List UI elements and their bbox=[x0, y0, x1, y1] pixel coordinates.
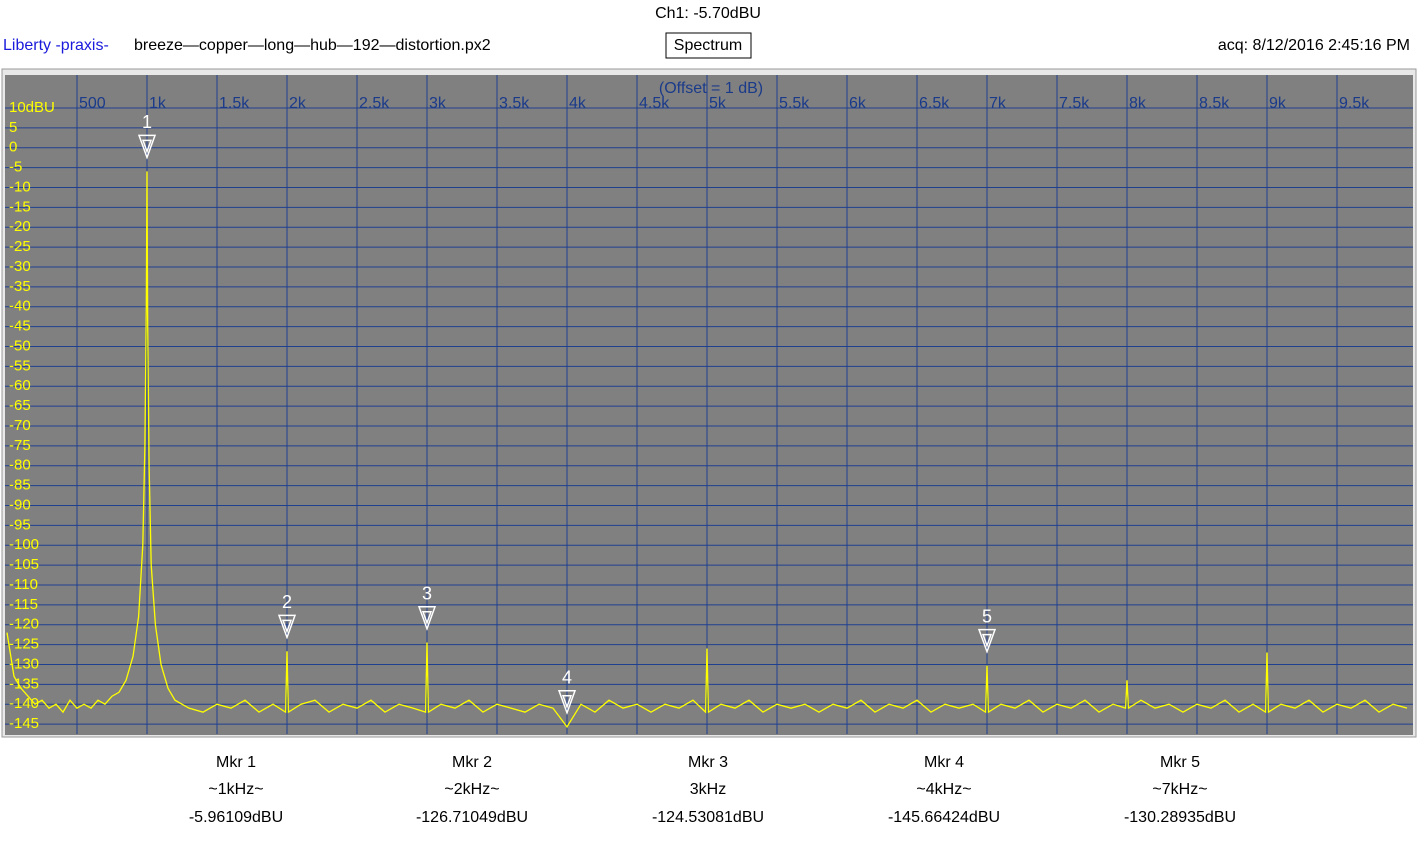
y-tick-label: 5 bbox=[9, 119, 17, 136]
x-tick-label: 7k bbox=[989, 95, 1007, 112]
y-tick-label: -50 bbox=[9, 337, 31, 354]
spectrum-trace bbox=[6, 171, 1408, 728]
y-tick-label: -115 bbox=[9, 596, 38, 613]
y-tick-label: -145 bbox=[9, 715, 39, 732]
file-name: breeze—copper—long—hub—192—distortion.px… bbox=[134, 37, 491, 54]
view-label: Spectrum bbox=[674, 37, 742, 54]
y-tick-label: -100 bbox=[9, 536, 39, 553]
marker-name: Mkr 4 bbox=[924, 754, 964, 771]
marker-value: -145.66424dBU bbox=[888, 809, 1000, 826]
marker-value: -130.28935dBU bbox=[1124, 809, 1236, 826]
y-tick-label: -60 bbox=[9, 377, 31, 394]
marker-frequency: 3kHz bbox=[690, 781, 726, 798]
x-tick-label: 5k bbox=[709, 95, 727, 112]
marker-frequency: ~1kHz~ bbox=[208, 781, 263, 798]
y-tick-label: -110 bbox=[9, 576, 38, 593]
y-tick-label: -15 bbox=[9, 198, 31, 215]
y-tick-label: -135 bbox=[9, 675, 39, 692]
y-tick-label: 10dBU bbox=[9, 99, 55, 116]
y-tick-label: -90 bbox=[9, 496, 31, 513]
marker bbox=[977, 628, 997, 654]
y-tick-label: -85 bbox=[9, 477, 31, 494]
x-tick-label: 1.5k bbox=[219, 95, 250, 112]
y-tick-label: 0 bbox=[9, 139, 17, 156]
marker bbox=[277, 614, 297, 640]
marker-name: Mkr 1 bbox=[216, 754, 256, 771]
x-tick-label: 2k bbox=[289, 95, 307, 112]
x-tick-label: 9.5k bbox=[1339, 95, 1370, 112]
marker bbox=[417, 605, 437, 631]
x-tick-label: 6.5k bbox=[919, 95, 950, 112]
y-tick-label: -25 bbox=[9, 238, 31, 255]
x-tick-label: 6k bbox=[849, 95, 867, 112]
y-tick-label: -70 bbox=[9, 417, 31, 434]
y-tick-label: -120 bbox=[9, 616, 39, 633]
marker-frequency: ~4kHz~ bbox=[916, 781, 971, 798]
y-tick-label: -65 bbox=[9, 397, 31, 414]
marker-name: Mkr 3 bbox=[688, 754, 728, 771]
x-tick-label: 500 bbox=[79, 95, 106, 112]
x-tick-label: 5.5k bbox=[779, 95, 810, 112]
marker-label: 1 bbox=[142, 112, 152, 132]
acq-time: acq: 8/12/2016 2:45:16 PM bbox=[1218, 37, 1410, 54]
y-tick-label: -55 bbox=[9, 357, 31, 374]
x-tick-label: 3.5k bbox=[499, 95, 530, 112]
y-tick-label: -40 bbox=[9, 298, 31, 315]
brand: Liberty -praxis- bbox=[3, 37, 109, 54]
marker bbox=[137, 134, 157, 160]
plot-area bbox=[5, 75, 1413, 735]
y-tick-label: -130 bbox=[9, 655, 39, 672]
y-tick-label: -75 bbox=[9, 437, 31, 454]
x-tick-label: 4k bbox=[569, 95, 587, 112]
marker-value: -124.53081dBU bbox=[652, 809, 764, 826]
offset-note: (Offset = 1 dB) bbox=[659, 80, 763, 97]
x-tick-label: 1k bbox=[149, 95, 167, 112]
y-tick-label: -5 bbox=[9, 159, 22, 176]
marker-label: 5 bbox=[982, 606, 992, 626]
y-tick-label: -105 bbox=[9, 556, 39, 573]
channel-readout: Ch1: -5.70dBU bbox=[655, 5, 761, 22]
x-tick-label: 7.5k bbox=[1059, 95, 1090, 112]
x-tick-label: 4.5k bbox=[639, 95, 670, 112]
y-tick-label: -80 bbox=[9, 457, 31, 474]
y-tick-label: -35 bbox=[9, 278, 31, 295]
x-tick-label: 8.5k bbox=[1199, 95, 1230, 112]
y-tick-label: -20 bbox=[9, 218, 31, 235]
x-tick-label: 2.5k bbox=[359, 95, 390, 112]
y-tick-label: -125 bbox=[9, 636, 39, 653]
marker-frequency: ~2kHz~ bbox=[444, 781, 499, 798]
marker-name: Mkr 5 bbox=[1160, 754, 1200, 771]
y-tick-label: -95 bbox=[9, 516, 31, 533]
x-tick-label: 9k bbox=[1269, 95, 1287, 112]
x-tick-label: 3k bbox=[429, 95, 447, 112]
marker-value: -126.71049dBU bbox=[416, 809, 528, 826]
marker-value: -5.96109dBU bbox=[189, 809, 283, 826]
y-tick-label: -45 bbox=[9, 318, 31, 335]
marker-label: 2 bbox=[282, 592, 292, 612]
y-tick-label: -140 bbox=[9, 695, 39, 712]
x-tick-label: 8k bbox=[1129, 95, 1147, 112]
marker-label: 4 bbox=[562, 667, 572, 687]
marker bbox=[557, 689, 577, 715]
view-box bbox=[665, 32, 752, 59]
y-tick-label: -10 bbox=[9, 178, 31, 195]
y-tick-label: -30 bbox=[9, 258, 31, 275]
marker-name: Mkr 2 bbox=[452, 754, 492, 771]
marker-label: 3 bbox=[422, 583, 432, 603]
marker-frequency: ~7kHz~ bbox=[1152, 781, 1207, 798]
